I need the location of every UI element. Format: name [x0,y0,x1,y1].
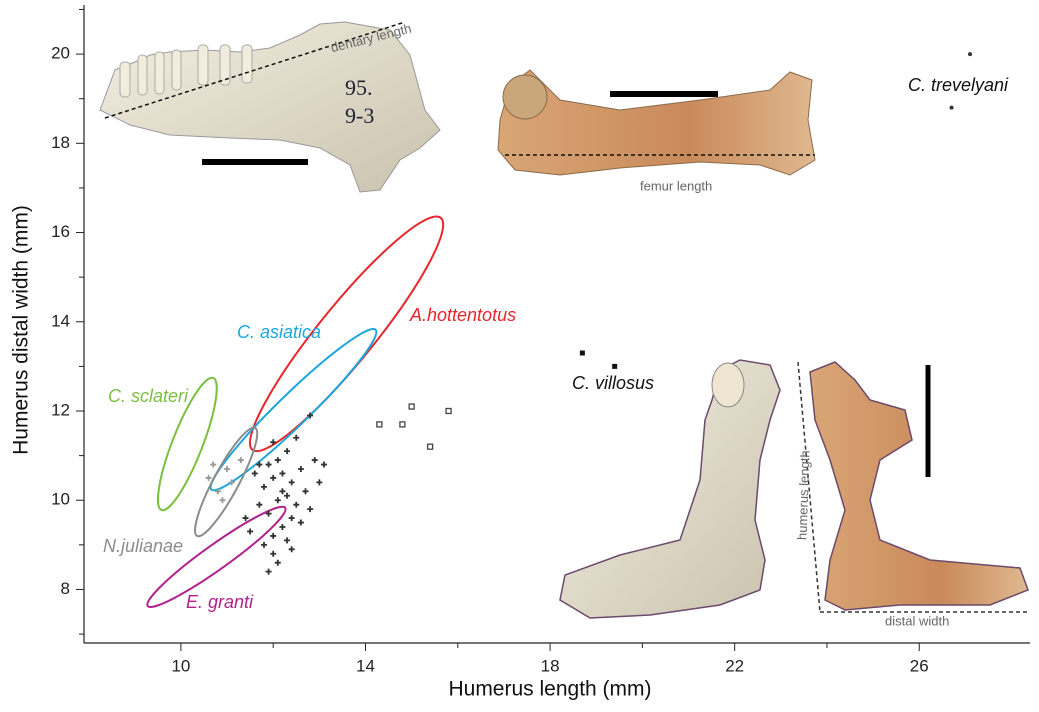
x-tick-label: 26 [910,656,929,675]
jaw-photo: 95. 9-3 [99,21,441,193]
ellipse-label: C. sclateri [108,386,189,406]
ellipse [209,328,378,492]
point [288,515,295,522]
point [260,541,267,548]
point [270,439,277,446]
point [256,461,263,468]
point [205,474,212,481]
femur-photo [497,69,816,176]
point [316,479,323,486]
point [242,515,249,522]
y-tick-label: 10 [51,490,70,509]
ellipse-label: A.hottentotus [409,305,516,325]
point [265,568,272,575]
point [293,434,300,441]
annotation: distal width [885,613,949,628]
point [265,510,272,517]
ellipse [248,215,445,453]
point [311,457,318,464]
point [612,363,618,369]
ellipse-label: C. asiatica [237,322,321,342]
x-tick-label: 22 [725,656,744,675]
series-label: C. trevelyani [908,75,1009,95]
y-tick-label: 18 [51,133,70,152]
point [214,488,221,495]
y-tick-label: 8 [61,579,70,598]
point [210,461,217,468]
point [307,412,314,419]
ellipse-label: E. granti [186,592,254,612]
point [256,501,263,508]
point [297,466,304,472]
y-tick-label: 20 [51,44,70,63]
jaw-ink: 95. [345,75,373,100]
measure-line [104,21,406,119]
y-axis-label: Humerus distal width (mm) [10,205,33,455]
point [307,506,314,513]
y-tick-label: 14 [51,311,70,330]
point [408,403,415,410]
point [445,407,452,415]
point [279,488,286,495]
point [237,457,244,464]
annotation: humerus length [794,450,812,540]
point [297,519,304,526]
point [228,479,235,486]
x-tick-label: 10 [171,656,190,675]
point [284,448,291,455]
annotation: femur length [640,178,712,193]
point [376,421,383,428]
point [219,497,226,504]
point [288,479,295,486]
x-tick-label: 14 [356,656,375,675]
point [302,488,309,495]
humerus-photo [559,359,1030,619]
point [426,443,434,450]
point [399,421,406,428]
y-tick-label: 12 [51,400,70,419]
point [274,559,281,566]
point [968,52,973,57]
point [293,501,300,508]
ellipse [194,426,259,538]
point [260,483,267,490]
point [265,461,272,468]
point [284,537,291,544]
point [288,546,295,553]
series-label: C. villosus [572,373,654,393]
jaw-ink: 9-3 [345,103,374,128]
point [279,470,286,477]
ellipse [156,376,218,512]
point [247,528,254,535]
point [270,474,277,481]
y-tick-label: 16 [51,222,70,241]
point [320,461,327,468]
point [224,466,231,472]
point [251,470,258,477]
point [274,457,281,464]
x-axis-label: Humerus length (mm) [448,678,651,701]
point [579,350,585,356]
x-tick-label: 18 [541,656,560,675]
point [284,492,291,499]
point [270,532,277,539]
ellipse [146,505,287,608]
point [949,105,954,110]
point [270,550,277,557]
ellipse-label: N.julianae [103,536,183,556]
point [274,497,281,504]
point [279,524,286,530]
